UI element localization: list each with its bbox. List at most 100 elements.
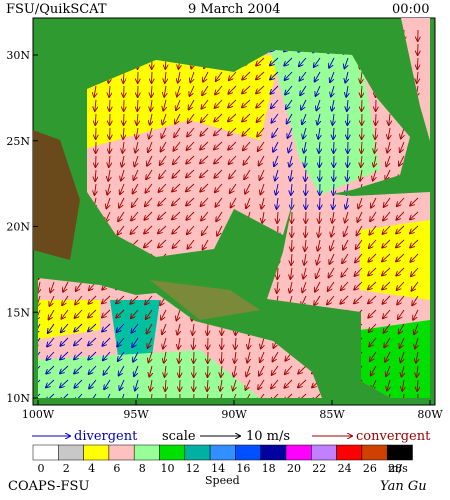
lon-label: 100W xyxy=(22,408,55,421)
wind-arrow xyxy=(151,71,152,83)
wind-arrow xyxy=(368,281,377,289)
wind-arrow xyxy=(207,323,208,335)
wind-arrow xyxy=(165,71,166,83)
wind-arrow xyxy=(303,127,306,139)
wind-arrow xyxy=(233,379,236,391)
colorbar-swatch xyxy=(361,444,388,461)
wind-arrow xyxy=(172,197,181,205)
wind-arrow xyxy=(109,155,110,167)
wind-arrow xyxy=(88,295,97,304)
wind-arrow xyxy=(49,295,55,306)
legend-scale-value: 10 m/s xyxy=(246,429,290,444)
wind-arrow xyxy=(331,225,334,237)
wind-arrow xyxy=(186,155,195,164)
wind-arrow xyxy=(218,393,223,398)
wind-arrow xyxy=(164,351,166,363)
wind-arrow xyxy=(399,323,405,334)
wind-arrow xyxy=(312,393,321,398)
wind-arrow xyxy=(229,169,237,179)
wind-arrow xyxy=(95,113,96,125)
wind-arrow xyxy=(123,113,124,125)
wind-arrow xyxy=(284,379,293,388)
wind-arrow xyxy=(133,169,139,180)
wind-arrow xyxy=(179,351,180,363)
wind-arrow xyxy=(38,365,41,375)
wind-arrow xyxy=(285,365,293,374)
wind-arrow xyxy=(123,71,124,83)
time: 00:00 xyxy=(392,2,429,17)
wind-arrow xyxy=(186,169,195,177)
wind-arrow xyxy=(259,169,265,180)
wind-arrow xyxy=(95,99,96,111)
wind-arrow xyxy=(109,85,110,97)
wind-arrow xyxy=(203,71,209,82)
wind-arrow xyxy=(291,239,292,251)
wind-arrow xyxy=(417,365,418,377)
wind-arrow xyxy=(368,267,377,276)
wind-arrow xyxy=(38,281,40,293)
wind-arrow xyxy=(216,211,223,221)
wind-arrow xyxy=(369,225,377,235)
wind-arrow xyxy=(396,239,405,247)
wind-arrow xyxy=(178,337,180,349)
wind-arrow xyxy=(260,183,265,194)
wind-arrow xyxy=(256,57,265,66)
wind-arrow xyxy=(242,127,251,136)
colorbar-label: 6 xyxy=(113,462,120,475)
wind-arrow xyxy=(412,295,419,305)
wind-arrow xyxy=(133,351,139,362)
wind-arrow xyxy=(61,309,69,319)
wind-arrow xyxy=(102,295,111,303)
wind-arrow xyxy=(387,393,391,398)
wind-arrow xyxy=(119,197,125,208)
wind-arrow xyxy=(234,365,236,377)
wind-arrow xyxy=(257,127,265,137)
wind-arrow xyxy=(388,127,390,139)
wind-arrow xyxy=(118,351,125,361)
lat-label: 25N xyxy=(6,135,30,148)
wind-arrow xyxy=(270,57,279,65)
wind-arrow xyxy=(102,309,111,317)
wind-arrow xyxy=(117,323,125,332)
wind-arrow xyxy=(173,141,181,151)
lat-label: 10N xyxy=(6,392,30,405)
wind-arrow xyxy=(316,99,321,110)
wind-arrow xyxy=(221,365,222,377)
wind-arrow xyxy=(257,113,265,122)
wind-arrow xyxy=(150,99,152,111)
wind-arrow xyxy=(261,337,264,349)
wind-arrow xyxy=(274,155,279,166)
colorbar-label: 26 xyxy=(363,462,377,475)
wind-arrow xyxy=(188,113,195,123)
wind-arrow xyxy=(108,169,110,181)
wind-arrow xyxy=(259,155,265,166)
wind-arrow xyxy=(410,239,419,248)
wind-arrow xyxy=(340,295,349,304)
wind-arrow xyxy=(271,113,279,123)
wind-arrow xyxy=(246,197,251,208)
wind-arrow xyxy=(242,71,251,80)
wind-arrow xyxy=(174,127,181,137)
wind-arrow xyxy=(158,183,167,192)
wind-arrow xyxy=(275,169,278,181)
wind-arrow xyxy=(384,197,391,207)
wind-arrow xyxy=(122,141,124,153)
wind-arrow xyxy=(304,141,306,153)
wind-arrow xyxy=(344,57,349,68)
wind-arrow xyxy=(202,85,209,95)
wind-arrow xyxy=(402,393,405,398)
wind-arrow xyxy=(193,323,194,335)
wind-arrow xyxy=(396,267,405,276)
wind-arrow xyxy=(46,379,55,387)
source: FSU/QuikSCAT xyxy=(6,2,107,17)
wind-arrow xyxy=(301,99,307,110)
wind-arrow xyxy=(187,239,195,249)
wind-arrow xyxy=(207,365,208,377)
wind-arrow xyxy=(369,323,377,332)
lon-label: 90W xyxy=(221,408,247,421)
colorbar-label: 24 xyxy=(338,462,352,475)
wind-arrow xyxy=(200,169,209,177)
wind-arrow xyxy=(214,99,223,108)
wind-arrow xyxy=(176,99,181,110)
speed-region xyxy=(270,50,380,195)
